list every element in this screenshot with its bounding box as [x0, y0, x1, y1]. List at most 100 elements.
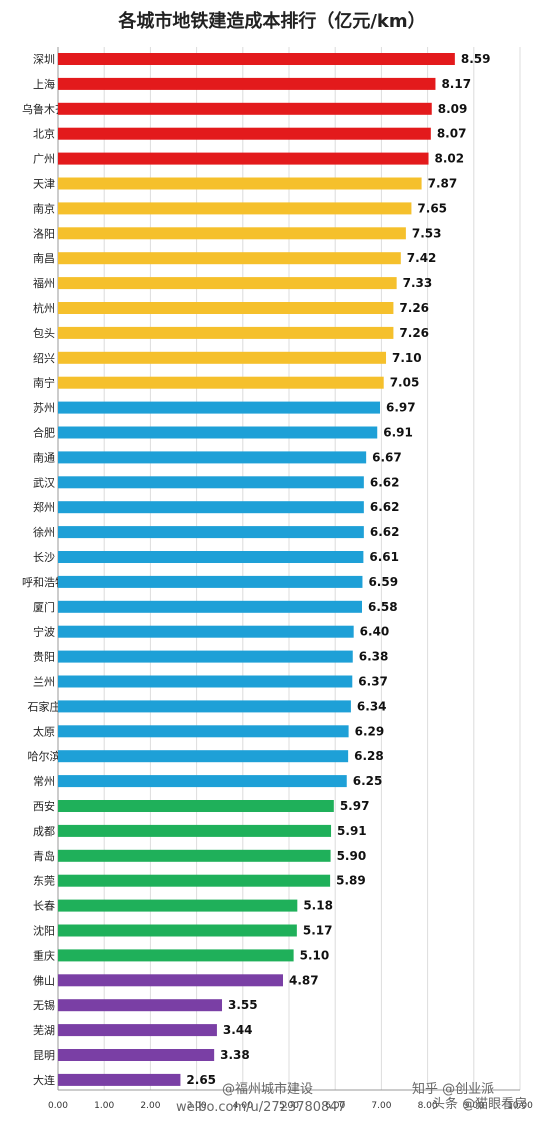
x-tick-label: 4.00 — [233, 1101, 253, 1111]
category-label: 成都 — [33, 825, 55, 838]
bar — [58, 874, 331, 887]
value-label: 5.90 — [337, 849, 367, 863]
x-tick-label: 8.00 — [418, 1101, 438, 1111]
bar — [58, 152, 429, 165]
bar — [58, 824, 332, 837]
value-label: 6.67 — [372, 450, 402, 464]
bar — [58, 1024, 217, 1037]
bar — [58, 725, 349, 738]
x-axis: 0.00 1.00 2.00 3.00 4.00 5.00 6.00 7.00 8.00 9.00… — [48, 1089, 533, 1111]
value-label: 7.53 — [412, 226, 442, 240]
bar — [58, 252, 401, 265]
bar — [58, 600, 362, 613]
bar — [58, 675, 353, 688]
category-label: 天津 — [33, 178, 55, 191]
bar — [58, 1049, 215, 1061]
x-tick-label: 1.00 — [94, 1101, 114, 1111]
category-label: 昆明 — [33, 1049, 55, 1062]
bar — [58, 526, 364, 539]
category-label: 洛阳 — [33, 226, 55, 240]
category-label: 武汉 — [33, 476, 55, 489]
category-label: 重庆 — [33, 948, 55, 962]
value-label: 7.33 — [403, 276, 433, 290]
value-label: 6.34 — [357, 699, 387, 713]
category-label: 广州 — [33, 153, 55, 166]
bar — [58, 650, 353, 663]
category-label: 厦门 — [33, 600, 55, 614]
category-label: 芜湖 — [33, 1023, 55, 1037]
bar — [58, 451, 367, 464]
value-label: 5.17 — [303, 924, 333, 938]
value-label: 8.59 — [461, 52, 491, 66]
gridlines — [57, 47, 521, 1090]
category-label: 苏州 — [33, 402, 55, 415]
category-label: 福州 — [33, 276, 55, 290]
category-label: 东莞 — [33, 875, 55, 888]
bar — [58, 999, 223, 1012]
bar — [58, 227, 406, 240]
bar — [58, 77, 436, 90]
category-label: 沈阳 — [33, 924, 55, 938]
category-label: 石家庄 — [28, 699, 61, 713]
bar — [58, 974, 283, 987]
category-label: 南通 — [33, 451, 55, 464]
category-label: 宁波 — [33, 625, 55, 639]
value-label: 3.55 — [228, 998, 258, 1012]
bar — [58, 501, 364, 514]
bar — [58, 202, 412, 215]
value-label: 7.65 — [417, 201, 447, 215]
category-label: 无锡 — [33, 998, 55, 1012]
category-label: 太原 — [33, 725, 55, 738]
category-label: 郑州 — [33, 500, 55, 514]
bar — [58, 949, 294, 962]
value-label: 6.62 — [370, 500, 400, 514]
x-tick-label: 7.00 — [371, 1101, 391, 1111]
x-tick-label: 5.00 — [279, 1101, 299, 1111]
bar — [58, 750, 349, 763]
category-label: 大连 — [33, 1073, 55, 1087]
value-label: 7.05 — [390, 376, 420, 390]
x-tick-label: 2.00 — [140, 1101, 160, 1111]
category-label: 哈尔滨 — [28, 749, 61, 763]
x-tick-label: 9.00 — [464, 1101, 484, 1111]
bar — [58, 551, 364, 563]
watermark-toutiao: 头条 @猫眼看房 — [432, 1096, 527, 1112]
value-label: 6.62 — [370, 525, 400, 539]
value-label: 5.18 — [303, 899, 333, 913]
category-label: 上海 — [33, 77, 55, 91]
bar — [58, 800, 334, 812]
category-label: 西安 — [33, 799, 55, 813]
category-label: 兰州 — [33, 676, 55, 689]
category-label: 南京 — [33, 201, 55, 215]
value-label: 6.29 — [355, 724, 385, 738]
bar — [58, 326, 394, 339]
bar — [58, 277, 397, 290]
x-tick-label: 6.00 — [325, 1101, 345, 1111]
value-label: 6.38 — [359, 650, 389, 664]
bar — [58, 401, 381, 414]
category-label: 杭州 — [33, 301, 55, 315]
category-label: 贵阳 — [33, 651, 55, 664]
value-label: 7.26 — [399, 301, 429, 315]
bar — [58, 625, 354, 638]
watermark-weibo-url: weibo.com/u/2723780847 — [176, 1100, 346, 1115]
category-label: 包头 — [33, 327, 55, 340]
bar — [58, 924, 297, 937]
watermarks: @福州城市建设 weibo.com/u/2723780847 知乎 @创业派 头… — [176, 1081, 527, 1115]
category-label: 长沙 — [33, 551, 55, 564]
value-label: 6.61 — [369, 550, 399, 564]
x-tick-label: 3.00 — [187, 1101, 207, 1111]
category-label: 长春 — [33, 900, 55, 913]
bar — [58, 376, 384, 389]
x-tick-label: 0.00 — [48, 1101, 68, 1111]
value-label: 6.37 — [358, 675, 388, 689]
value-label: 2.65 — [186, 1073, 216, 1087]
category-label: 深圳 — [33, 53, 55, 66]
bar — [58, 476, 364, 489]
category-label: 乌鲁木齐 — [22, 102, 66, 116]
value-label: 7.26 — [399, 326, 429, 340]
value-label: 5.10 — [300, 948, 330, 962]
value-label: 6.28 — [354, 749, 384, 763]
bar — [58, 899, 298, 912]
